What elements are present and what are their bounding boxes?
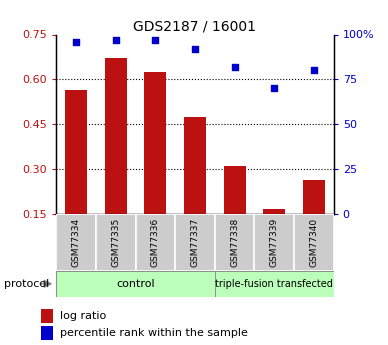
Text: GSM77335: GSM77335: [111, 218, 120, 267]
Bar: [56, 214, 96, 271]
Bar: [41, 326, 53, 340]
Text: GSM77338: GSM77338: [230, 218, 239, 267]
Text: triple-fusion transfected: triple-fusion transfected: [215, 279, 333, 289]
Text: GSM77334: GSM77334: [71, 218, 81, 267]
Bar: [224, 166, 246, 214]
Text: protocol: protocol: [4, 279, 49, 289]
Bar: [135, 214, 175, 271]
Text: log ratio: log ratio: [60, 311, 106, 321]
Bar: [96, 214, 135, 271]
Point: [113, 37, 119, 43]
Text: percentile rank within the sample: percentile rank within the sample: [60, 328, 248, 338]
Title: GDS2187 / 16001: GDS2187 / 16001: [133, 19, 256, 33]
Point: [192, 46, 198, 52]
Point: [73, 39, 79, 45]
Bar: [255, 214, 294, 271]
Bar: [294, 214, 334, 271]
Text: GSM77339: GSM77339: [270, 218, 279, 267]
Bar: [56, 271, 215, 297]
Bar: [215, 214, 255, 271]
Point: [232, 64, 238, 70]
Bar: [215, 271, 334, 297]
Bar: [144, 72, 166, 214]
Bar: [303, 179, 325, 214]
Text: GSM77337: GSM77337: [191, 218, 199, 267]
Bar: [41, 309, 53, 323]
Point: [311, 68, 317, 73]
Point: [271, 86, 277, 91]
Bar: [263, 209, 285, 214]
Text: GSM77340: GSM77340: [309, 218, 319, 267]
Bar: [184, 117, 206, 214]
Bar: [65, 90, 87, 214]
Bar: [105, 58, 126, 214]
Bar: [175, 214, 215, 271]
Text: control: control: [116, 279, 155, 289]
Point: [152, 37, 158, 43]
Text: GSM77336: GSM77336: [151, 218, 160, 267]
